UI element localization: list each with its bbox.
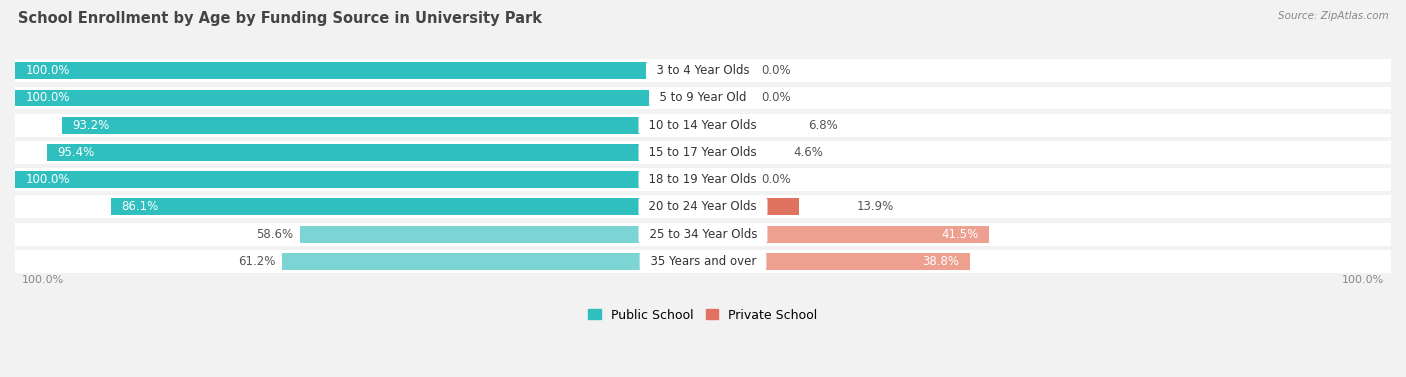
Text: Source: ZipAtlas.com: Source: ZipAtlas.com — [1278, 11, 1389, 21]
Bar — [703, 144, 755, 161]
Text: 35 Years and over: 35 Years and over — [643, 255, 763, 268]
Text: 10 to 14 Year Olds: 10 to 14 Year Olds — [641, 119, 765, 132]
Bar — [703, 89, 755, 106]
Bar — [15, 89, 703, 106]
Text: 61.2%: 61.2% — [238, 255, 276, 268]
Text: 41.5%: 41.5% — [941, 228, 979, 241]
Legend: Public School, Private School: Public School, Private School — [583, 304, 823, 327]
Bar — [703, 198, 799, 215]
Text: 100.0%: 100.0% — [25, 173, 70, 186]
Bar — [703, 253, 970, 270]
Bar — [703, 253, 755, 270]
Bar — [703, 198, 755, 215]
Bar — [15, 250, 1391, 273]
Text: 5 to 9 Year Old: 5 to 9 Year Old — [652, 92, 754, 104]
Bar — [15, 62, 703, 79]
Bar — [62, 117, 703, 133]
Text: 25 to 34 Year Olds: 25 to 34 Year Olds — [641, 228, 765, 241]
Bar — [15, 59, 1391, 82]
Bar — [15, 114, 1391, 136]
Bar — [15, 86, 1391, 109]
Bar — [703, 171, 755, 188]
Bar — [15, 223, 1391, 245]
Bar — [15, 141, 1391, 164]
Text: School Enrollment by Age by Funding Source in University Park: School Enrollment by Age by Funding Sour… — [18, 11, 543, 26]
Text: 95.4%: 95.4% — [58, 146, 94, 159]
Text: 6.8%: 6.8% — [808, 119, 838, 132]
Bar — [703, 226, 755, 242]
Bar — [15, 171, 703, 188]
Text: 100.0%: 100.0% — [25, 64, 70, 77]
Text: 0.0%: 0.0% — [762, 92, 792, 104]
Bar — [703, 117, 749, 133]
Text: 20 to 24 Year Olds: 20 to 24 Year Olds — [641, 201, 765, 213]
Bar — [703, 117, 755, 133]
Text: 100.0%: 100.0% — [1341, 276, 1384, 285]
Text: 58.6%: 58.6% — [256, 228, 292, 241]
Text: 0.0%: 0.0% — [762, 64, 792, 77]
Text: 3 to 4 Year Olds: 3 to 4 Year Olds — [650, 64, 756, 77]
Text: 100.0%: 100.0% — [25, 92, 70, 104]
Bar — [46, 144, 703, 161]
Bar — [111, 198, 703, 215]
Text: 18 to 19 Year Olds: 18 to 19 Year Olds — [641, 173, 765, 186]
Text: 0.0%: 0.0% — [762, 173, 792, 186]
Bar — [15, 168, 1391, 191]
Text: 13.9%: 13.9% — [858, 201, 894, 213]
Bar — [299, 226, 703, 242]
Bar — [703, 62, 755, 79]
Bar — [703, 226, 988, 242]
Bar — [703, 144, 735, 161]
Text: 100.0%: 100.0% — [22, 276, 65, 285]
Text: 15 to 17 Year Olds: 15 to 17 Year Olds — [641, 146, 765, 159]
Bar — [15, 195, 1391, 218]
Bar — [283, 253, 703, 270]
Text: 38.8%: 38.8% — [922, 255, 960, 268]
Text: 86.1%: 86.1% — [121, 201, 159, 213]
Text: 4.6%: 4.6% — [793, 146, 823, 159]
Text: 93.2%: 93.2% — [72, 119, 110, 132]
